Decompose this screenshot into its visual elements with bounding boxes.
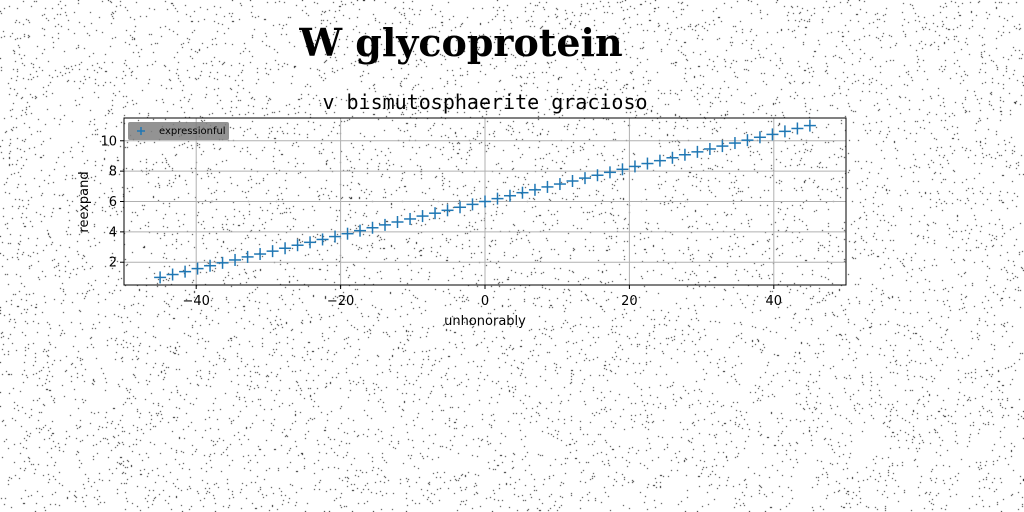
- data-point: [229, 253, 242, 266]
- data-point: [516, 186, 529, 199]
- data-point: [191, 262, 204, 275]
- data-point: [329, 230, 342, 243]
- data-point: [179, 265, 192, 278]
- data-point: [341, 227, 354, 240]
- y-tick-label: 6: [109, 195, 117, 210]
- data-point: [753, 131, 766, 144]
- data-point: [204, 259, 217, 272]
- data-point: [391, 215, 404, 228]
- data-point: [578, 172, 591, 185]
- legend-marker-plus-icon: [137, 127, 145, 135]
- data-point: [666, 151, 679, 164]
- data-point: [778, 125, 791, 138]
- y-tick-label: 8: [109, 165, 117, 180]
- data-point: [441, 204, 454, 217]
- data-point: [566, 175, 579, 188]
- data-point: [304, 236, 317, 249]
- data-point: [241, 250, 254, 263]
- data-point: [404, 212, 417, 225]
- data-point: [454, 201, 467, 214]
- page-title: W glycoprotein: [299, 20, 623, 65]
- data-point: [316, 233, 329, 246]
- data-point: [429, 207, 442, 220]
- data-point: [279, 242, 292, 255]
- x-tick-label: −40: [182, 294, 209, 309]
- legend: expressionful: [128, 122, 229, 140]
- data-point: [266, 245, 279, 258]
- data-point: [416, 210, 429, 223]
- data-point: [678, 148, 691, 161]
- data-point: [354, 224, 367, 237]
- data-point: [628, 160, 641, 173]
- y-tick-label: 4: [109, 225, 117, 240]
- data-point: [479, 195, 491, 208]
- data-point: [591, 169, 604, 182]
- x-tick-label: −20: [327, 294, 354, 309]
- y-tick-label: 2: [109, 256, 117, 271]
- data-points: [154, 119, 816, 284]
- data-point: [766, 128, 779, 141]
- data-point: [728, 137, 741, 150]
- data-point: [653, 154, 666, 167]
- data-point: [491, 192, 504, 205]
- data-point: [803, 119, 816, 132]
- axis-ticks: −40 −20 0 20 40 2 4 6 8 10: [100, 134, 782, 309]
- data-point: [716, 140, 729, 153]
- data-point: [791, 122, 804, 135]
- data-point: [691, 145, 704, 158]
- data-point: [379, 218, 392, 231]
- data-point: [291, 239, 304, 252]
- legend-label: expressionful: [159, 126, 226, 137]
- x-tick-label: 40: [766, 294, 783, 309]
- data-point: [154, 271, 167, 284]
- data-point: [703, 142, 716, 155]
- y-tick-label: 10: [100, 134, 117, 149]
- data-point: [616, 163, 629, 176]
- data-point: [216, 256, 229, 269]
- legend-box: [128, 122, 229, 140]
- x-tick-label: 0: [481, 294, 489, 309]
- y-axis-label: reexpand: [77, 171, 92, 232]
- data-point: [541, 180, 554, 193]
- data-point: [528, 183, 541, 196]
- x-axis-label: unhonorably: [444, 314, 526, 329]
- data-point: [641, 157, 654, 170]
- data-point: [553, 178, 566, 191]
- x-tick-label: 20: [621, 294, 638, 309]
- data-point: [603, 166, 616, 179]
- data-point: [466, 198, 479, 211]
- data-point: [366, 221, 379, 234]
- data-point: [741, 134, 754, 147]
- data-point: [503, 189, 516, 202]
- chart-title: v bismutosphaerite gracioso: [322, 90, 647, 114]
- data-point: [254, 248, 267, 261]
- data-point: [166, 268, 179, 281]
